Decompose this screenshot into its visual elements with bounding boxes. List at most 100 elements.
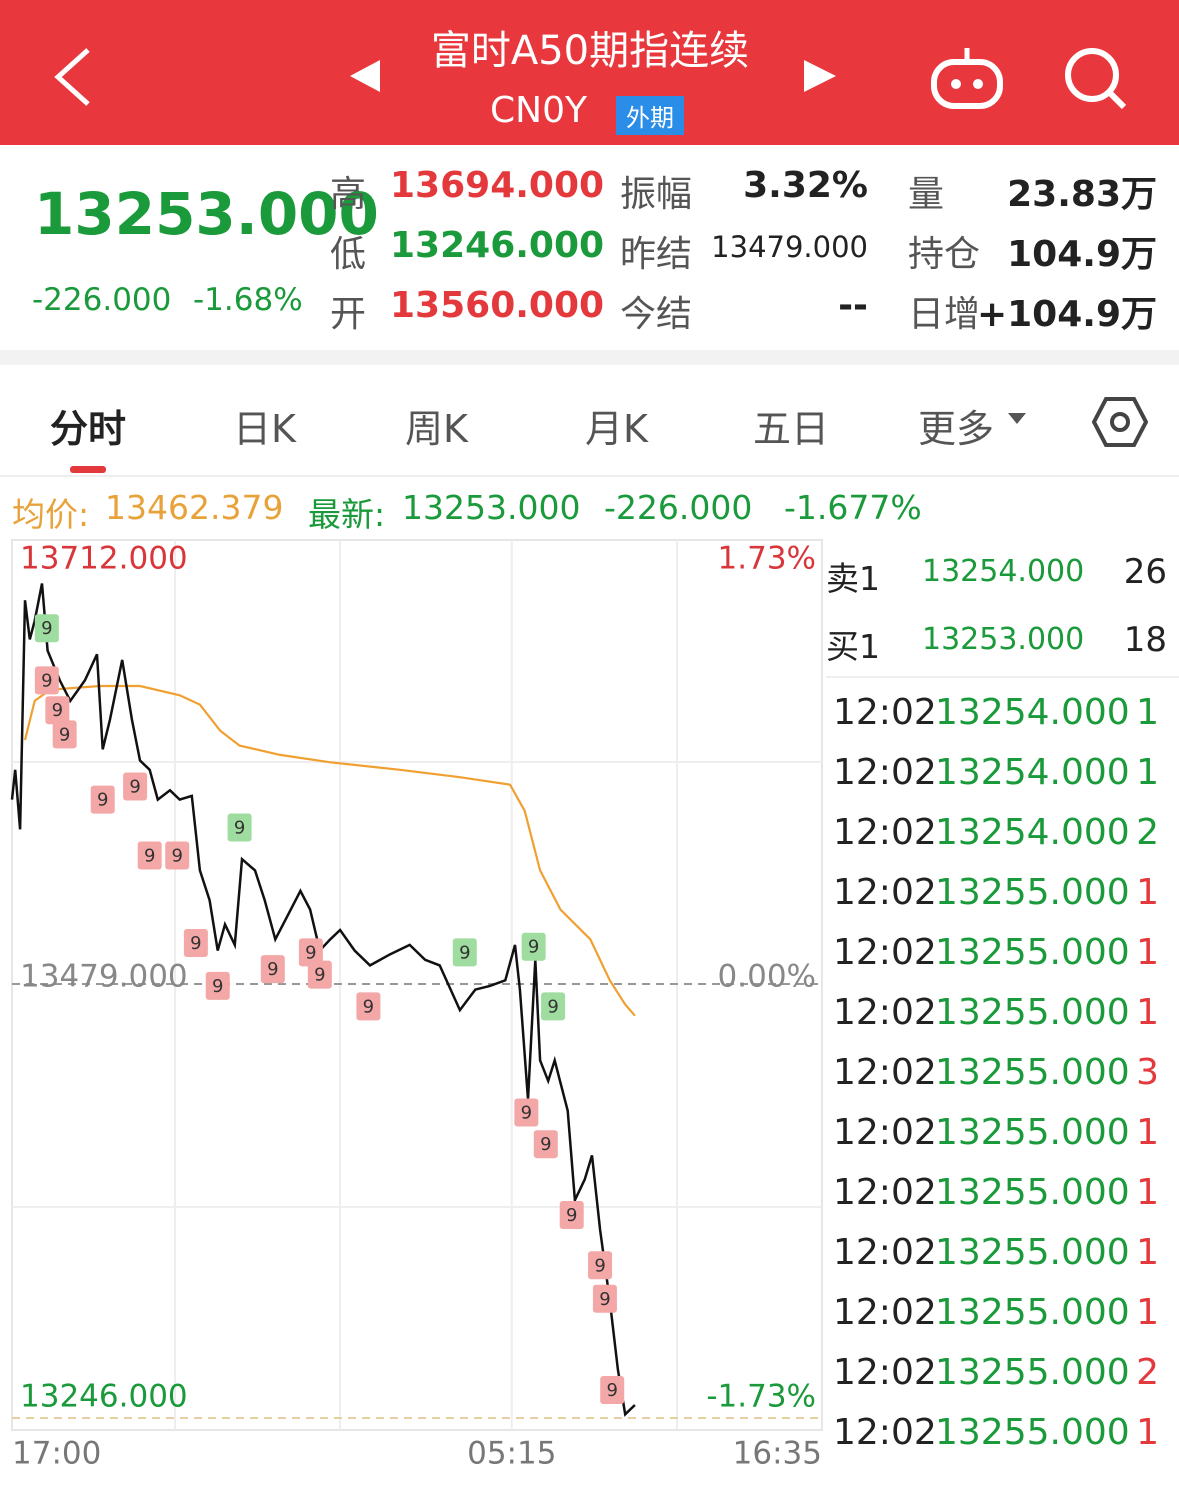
trade-qty: 1 <box>1136 992 1159 1033</box>
stat-label: 持仓 <box>908 234 981 275</box>
signal-badge <box>227 813 252 842</box>
signal-badge <box>298 938 323 967</box>
header-bar: 富时A50期指连续 CN0Y 外期 <box>0 0 1179 145</box>
signal-badge <box>356 992 381 1021</box>
signal-badge <box>34 666 59 695</box>
trade-time: 12:02 <box>833 692 937 733</box>
signal-label: 9 <box>314 965 325 986</box>
trade-price: 13255.000 <box>935 1172 1130 1213</box>
signal-badge <box>52 720 77 749</box>
code: CN0Y <box>490 90 587 131</box>
x-tick-label: 17:00 <box>12 1436 101 1472</box>
trade-qty: 1 <box>1136 932 1159 973</box>
signal-label: 9 <box>547 996 558 1017</box>
x-tick-label: 05:15 <box>467 1436 556 1472</box>
signal-label: 9 <box>599 1289 610 1310</box>
signal-badge <box>600 1376 625 1405</box>
trade-price: 13255.000 <box>935 932 1130 973</box>
next-button[interactable] <box>802 58 838 94</box>
stat-value: 3.32% <box>743 165 868 206</box>
trade-time: 12:02 <box>833 1112 937 1153</box>
stat-label: 高 <box>330 174 367 215</box>
stat-label: 今结 <box>620 294 693 335</box>
stat-value: +104.9万 <box>976 294 1157 335</box>
signal-badge <box>514 1098 539 1127</box>
book-label: 卖1 <box>826 559 880 598</box>
dropdown-arrow <box>1008 413 1026 424</box>
signal-badge <box>90 785 115 814</box>
stat-value: 23.83万 <box>1007 174 1157 215</box>
price: 13253.000 <box>34 180 379 248</box>
tab[interactable]: 分时 <box>50 407 127 451</box>
search-icon[interactable] <box>1062 45 1130 113</box>
signal-label: 9 <box>190 933 201 954</box>
signal-label: 9 <box>521 1103 532 1124</box>
trade-price: 13255.000 <box>935 1412 1130 1453</box>
signal-label: 9 <box>267 959 278 980</box>
signal-label: 9 <box>363 996 374 1017</box>
trade-price: 13254.000 <box>935 812 1130 853</box>
trade-qty: 3 <box>1136 1052 1159 1093</box>
book-qty: 18 <box>1123 620 1167 660</box>
book-qty: 26 <box>1123 552 1167 592</box>
latest-change-pct: -1.677% <box>784 488 922 527</box>
signal-label: 9 <box>594 1255 605 1276</box>
signal-badge <box>260 955 285 984</box>
signal-badge <box>45 696 70 725</box>
signal-label: 9 <box>52 700 63 721</box>
trade-price: 13255.000 <box>935 1052 1130 1093</box>
trade-price: 13255.000 <box>935 992 1130 1033</box>
robot-icon[interactable] <box>928 42 1006 112</box>
latest: 13253.000 <box>402 488 581 527</box>
signal-label: 9 <box>41 670 52 691</box>
signal-badge <box>559 1200 584 1229</box>
trade-time: 12:02 <box>833 1412 937 1453</box>
y-tick-label: 13712.000 <box>20 541 188 577</box>
tab[interactable]: 日K <box>233 407 296 451</box>
trade-qty: 1 <box>1136 1412 1159 1453</box>
tab[interactable]: 月K <box>585 407 648 451</box>
change-pct: -1.68% <box>193 282 303 318</box>
tag: 外期 <box>616 96 684 135</box>
stat-label: 日增 <box>908 294 981 335</box>
y-tick-label: 13246.000 <box>20 1379 188 1415</box>
trade-time: 12:02 <box>833 812 937 853</box>
trade-price: 13254.000 <box>935 752 1130 793</box>
y-tick-label: 13479.000 <box>20 959 188 995</box>
avg-label: 均价: <box>12 495 90 534</box>
signal-label: 9 <box>234 818 245 839</box>
signal-badge <box>137 841 162 870</box>
tab[interactable]: 周K <box>405 407 468 451</box>
prev-button[interactable] <box>348 58 384 94</box>
title: 富时A50期指连续 <box>430 28 750 74</box>
trade-time: 12:02 <box>833 1052 937 1093</box>
stat-value: 13479.000 <box>711 230 868 264</box>
latest-label: 最新: <box>308 495 386 534</box>
divider <box>0 350 1179 365</box>
book-label: 买1 <box>826 627 880 666</box>
stat-value: 13560.000 <box>390 285 605 326</box>
trade-qty: 2 <box>1136 812 1159 853</box>
signal-label: 9 <box>59 724 70 745</box>
signal-badge <box>34 614 59 643</box>
settings-icon[interactable] <box>1092 396 1148 448</box>
stat-value: 13246.000 <box>390 225 605 266</box>
signal-label: 9 <box>97 790 108 811</box>
back-button[interactable] <box>50 45 95 110</box>
trade-price: 13254.000 <box>935 692 1130 733</box>
trade-price: 13255.000 <box>935 1232 1130 1273</box>
stat-label: 低 <box>330 234 367 275</box>
trade-qty: 1 <box>1136 872 1159 913</box>
signal-badge <box>592 1284 617 1313</box>
tab[interactable]: 更多 <box>918 407 995 451</box>
signal-label: 9 <box>540 1134 551 1155</box>
tab[interactable]: 五日 <box>753 407 830 451</box>
signal-label: 9 <box>606 1380 617 1401</box>
signal-badge <box>183 929 208 958</box>
book-price: 13254.000 <box>922 554 1085 589</box>
trade-time: 12:02 <box>833 1232 937 1273</box>
trade-time: 12:02 <box>833 1352 937 1393</box>
signal-label: 9 <box>459 942 470 963</box>
